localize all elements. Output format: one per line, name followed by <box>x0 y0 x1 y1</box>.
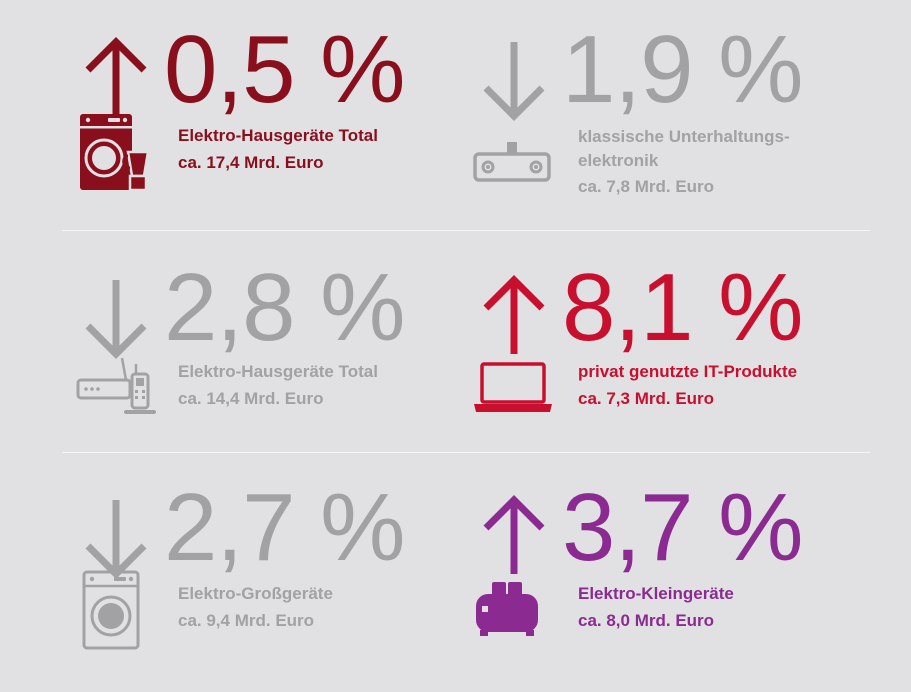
category-name: Elektro-Kleingeräte <box>578 584 734 603</box>
toaster-icon <box>476 582 538 636</box>
row-divider <box>62 230 870 231</box>
stat-label: Elektro-Großgeräte ca. 9,4 Mrd. Euro <box>178 580 333 634</box>
percent-value: 8,1 % <box>562 254 803 361</box>
category-value: ca. 17,4 Mrd. Euro <box>178 153 324 172</box>
category-name: Elektro-Hausgeräte Total <box>178 362 378 381</box>
projector-icon <box>473 142 551 182</box>
category-value: ca. 7,8 Mrd. Euro <box>578 177 715 196</box>
category-value: ca. 8,0 Mrd. Euro <box>578 611 715 630</box>
arrow-down-icon <box>483 42 545 121</box>
arrow-up-icon <box>85 37 147 116</box>
stat-block-elektro-kleingeraete: 3,7 % Elektro-Kleingeräte ca. 8,0 Mrd. E… <box>476 480 880 692</box>
category-name: klassische Unterhaltungs- <box>578 127 790 146</box>
percent-value: 1,9 % <box>562 16 803 123</box>
arrow-up-icon <box>483 275 545 354</box>
category-value: ca. 14,4 Mrd. Euro <box>178 389 324 408</box>
category-name: Elektro-Hausgeräte Total <box>178 126 378 145</box>
percent-value: 2,7 % <box>164 474 405 581</box>
percent-value: 3,7 % <box>562 474 803 581</box>
stat-label: privat genutzte IT-Produkte ca. 7,3 Mrd.… <box>578 358 797 412</box>
stat-block-it-produkte: 8,1 % privat genutzte IT-Produkte ca. 7,… <box>474 260 880 472</box>
washing-machine-blender-icon <box>80 114 150 192</box>
percent-value: 0,5 % <box>164 16 405 123</box>
percent-value: 2,8 % <box>164 254 405 361</box>
row-divider <box>62 452 870 453</box>
stat-block-elektro-hausgeraete: 0,5 % Elektro-Hausgeräte Total ca. 17,4 … <box>80 22 482 234</box>
category-value: ca. 7,3 Mrd. Euro <box>578 389 715 408</box>
router-phone-icon <box>76 357 156 414</box>
washing-machine-icon <box>82 570 140 650</box>
laptop-icon <box>474 362 552 412</box>
stat-label: Elektro-Kleingeräte ca. 8,0 Mrd. Euro <box>578 580 734 634</box>
category-name: privat genutzte IT-Produkte <box>578 362 798 381</box>
category-name: Elektro-Großgeräte <box>178 584 333 603</box>
category-value: ca. 9,4 Mrd. Euro <box>178 611 315 630</box>
stat-block-elektro-grossgeraete: 2,7 % Elektro-Großgeräte ca. 9,4 Mrd. Eu… <box>82 480 482 692</box>
category-name-cont: elektronik <box>578 151 659 170</box>
arrow-up-icon <box>483 495 545 574</box>
stat-label: Elektro-Hausgeräte Total ca. 17,4 Mrd. E… <box>178 122 378 176</box>
arrow-down-icon <box>85 280 147 359</box>
stat-block-elektro-hausgeraete-2: 2,8 % Elektro-Hausgeräte Total ca. 14,4 … <box>76 260 482 472</box>
stat-label: klassische Unterhaltungs- elektronik ca.… <box>578 124 790 200</box>
stat-label: Elektro-Hausgeräte Total ca. 14,4 Mrd. E… <box>178 358 378 412</box>
stat-block-unterhaltungselektronik: 1,9 % klassische Unterhaltungs- elektron… <box>473 22 880 234</box>
arrow-down-icon <box>85 500 147 579</box>
